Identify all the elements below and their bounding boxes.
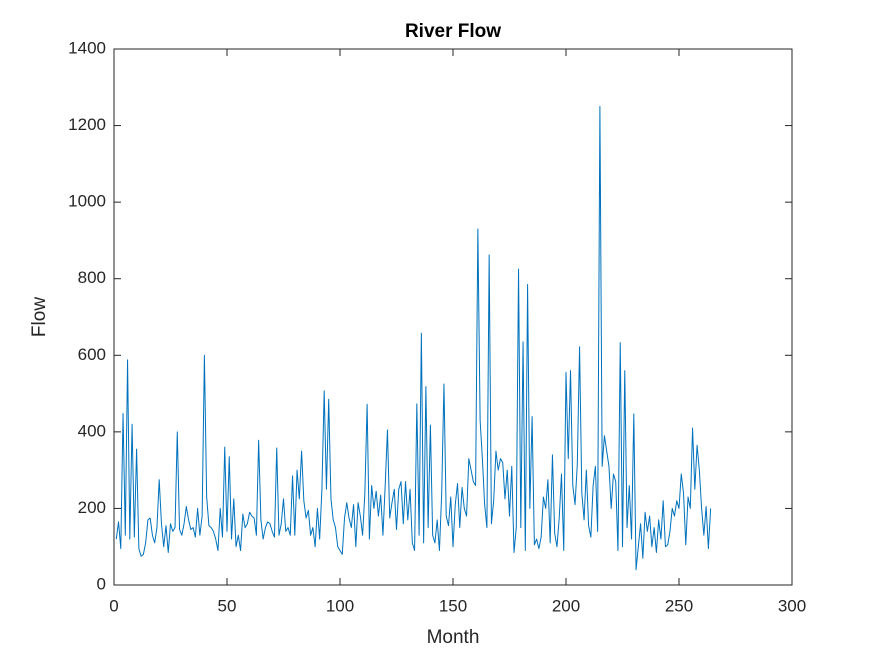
y-axis-label: Flow xyxy=(29,297,50,337)
x-tick-label: 300 xyxy=(778,596,806,615)
y-tick-label: 0 xyxy=(97,574,106,593)
y-tick-label: 200 xyxy=(78,498,106,517)
x-tick-label: 0 xyxy=(109,596,118,615)
x-axis-label: Month xyxy=(427,627,480,648)
y-tick-label: 1000 xyxy=(68,192,106,211)
x-tick-label: 250 xyxy=(665,596,693,615)
x-tick-label: 200 xyxy=(552,596,580,615)
flow-line xyxy=(115,105,712,571)
y-tick-label: 600 xyxy=(78,345,106,364)
x-tick-label: 50 xyxy=(218,596,237,615)
x-tick-label: 150 xyxy=(439,596,467,615)
y-tick-label: 1400 xyxy=(68,38,106,57)
y-tick-label: 1200 xyxy=(68,115,106,134)
chart-title: River Flow xyxy=(405,21,501,42)
x-tick-label: 100 xyxy=(326,596,354,615)
y-tick-label: 800 xyxy=(78,268,106,287)
y-tick-label: 400 xyxy=(78,421,106,440)
